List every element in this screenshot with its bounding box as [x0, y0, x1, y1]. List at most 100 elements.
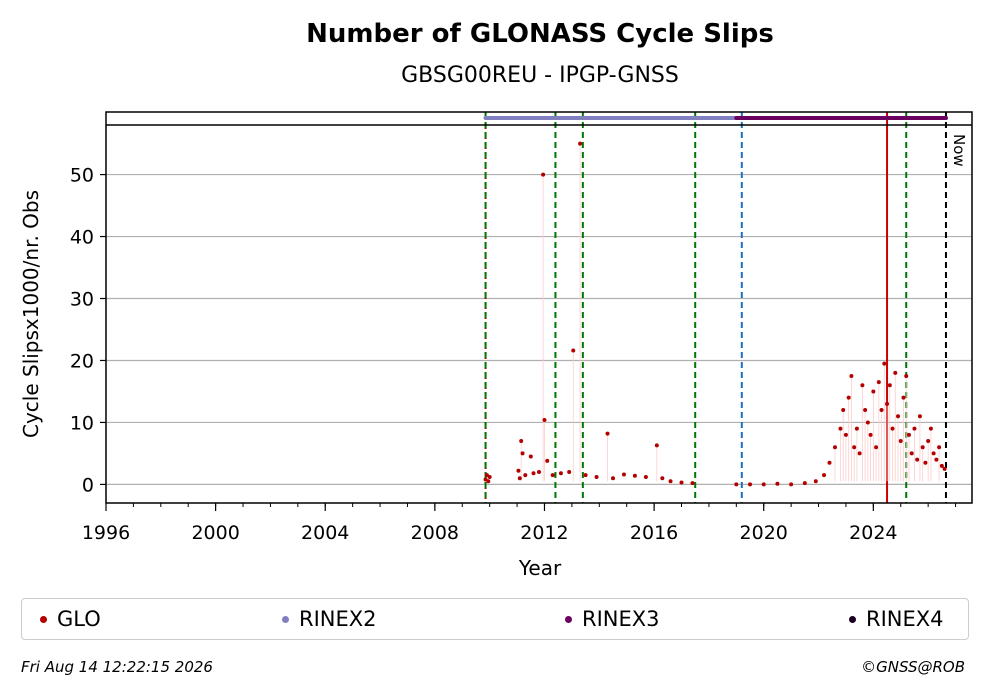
glo-point — [827, 460, 832, 465]
glo-point — [898, 439, 903, 444]
glo-point — [906, 432, 911, 437]
glo-point — [690, 481, 695, 486]
glo-point — [863, 408, 868, 413]
glo-point — [915, 457, 920, 462]
glo-point — [849, 373, 854, 378]
glo-point — [734, 482, 739, 487]
glo-point — [550, 473, 555, 478]
glo-point — [887, 383, 892, 388]
y-tick-label: 0 — [82, 474, 94, 496]
glo-point — [523, 473, 528, 478]
glo-point — [901, 395, 906, 400]
glo-point — [841, 408, 846, 413]
footer-timestamp: Fri Aug 14 12:22:15 2026 — [21, 658, 213, 676]
x-tick-label: 2016 — [630, 522, 678, 544]
legend-marker-rinex2 — [282, 615, 289, 623]
glo-point — [520, 451, 525, 456]
glo-point — [775, 481, 780, 486]
glo-point — [542, 417, 547, 422]
glo-point — [643, 474, 648, 479]
legend-item-rinex4: RINEX4 — [849, 599, 944, 639]
glo-point — [917, 414, 922, 419]
x-tick-label: 2008 — [411, 522, 459, 544]
glo-point — [660, 476, 665, 481]
footer-credit: ©GNSS@ROB — [861, 658, 965, 676]
glo-point — [516, 468, 521, 473]
glo-point — [545, 458, 550, 463]
legend-item-rinex3: RINEX3 — [565, 599, 660, 639]
glo-point — [904, 373, 909, 378]
glo-point — [578, 141, 583, 146]
glo-point — [868, 432, 873, 437]
glo-point — [487, 474, 492, 479]
glo-point — [748, 482, 753, 487]
glo-point — [486, 479, 491, 484]
chart-subtitle: GBSG00REU - IPGP-GNSS — [401, 63, 679, 88]
glo-point — [838, 426, 843, 431]
glo-point — [621, 472, 626, 477]
glo-point — [865, 420, 870, 425]
glo-point — [879, 408, 884, 413]
glo-point — [610, 476, 615, 481]
x-tick-label: 1996 — [82, 522, 130, 544]
glo-point — [594, 474, 599, 479]
legend-item-glo: GLO — [40, 599, 101, 639]
glo-point — [583, 473, 588, 478]
glo-point — [761, 482, 766, 487]
glo-point — [939, 463, 944, 468]
legend-label-rinex3: RINEX3 — [582, 607, 660, 631]
x-tick-label: 2020 — [740, 522, 788, 544]
glo-point — [541, 172, 546, 177]
glo-point — [876, 380, 881, 385]
glo-point — [860, 383, 865, 388]
chart-title: Number of GLONASS Cycle Slips — [306, 19, 774, 49]
legend-label-glo: GLO — [57, 607, 101, 631]
glo-point — [605, 431, 610, 436]
glo-point — [519, 439, 524, 444]
y-tick-label: 10 — [70, 412, 94, 434]
glo-point — [857, 451, 862, 456]
glo-point — [912, 426, 917, 431]
glo-point — [896, 414, 901, 419]
y-tick-label: 20 — [70, 350, 94, 372]
glo-point — [567, 470, 572, 475]
legend-marker-rinex4 — [849, 615, 856, 623]
glo-point — [537, 470, 541, 475]
legend: GLO RINEX2 RINEX3 RINEX4 — [21, 598, 969, 640]
glo-point — [517, 476, 522, 481]
legend-label-rinex2: RINEX2 — [299, 607, 377, 631]
legend-marker-rinex3 — [565, 615, 572, 623]
glo-point — [920, 445, 925, 450]
glo-point — [852, 445, 857, 450]
glo-point — [832, 445, 837, 450]
legend-item-rinex2: RINEX2 — [282, 599, 377, 639]
glo-point — [909, 451, 914, 456]
glo-point — [846, 395, 851, 400]
glo-point — [874, 445, 879, 450]
glo-point — [926, 439, 931, 444]
glo-point — [890, 426, 895, 431]
glo-point — [668, 479, 673, 484]
glo-point — [813, 479, 818, 484]
glo-point — [882, 361, 887, 366]
glo-point — [632, 473, 637, 478]
now-label: Now — [950, 134, 968, 167]
x-tick-label: 2004 — [301, 522, 349, 544]
plot-frame — [105, 111, 973, 504]
glo-point — [928, 426, 933, 431]
glo-point — [934, 457, 939, 462]
glo-point — [558, 471, 563, 476]
glo-point — [571, 348, 576, 353]
glo-point — [854, 426, 859, 431]
glo-point — [531, 471, 536, 476]
x-tick-label: 2012 — [520, 522, 568, 544]
x-tick-label: 2000 — [191, 522, 239, 544]
glo-point — [885, 401, 890, 406]
glo-point — [843, 432, 848, 437]
glo-point — [893, 370, 898, 375]
glo-point — [871, 389, 876, 394]
y-axis-label: Cycle Slipsx1000/nr. Obs — [19, 190, 43, 438]
glo-point — [931, 451, 936, 456]
x-tick-label: 2024 — [849, 522, 897, 544]
y-tick-label: 30 — [70, 289, 94, 311]
